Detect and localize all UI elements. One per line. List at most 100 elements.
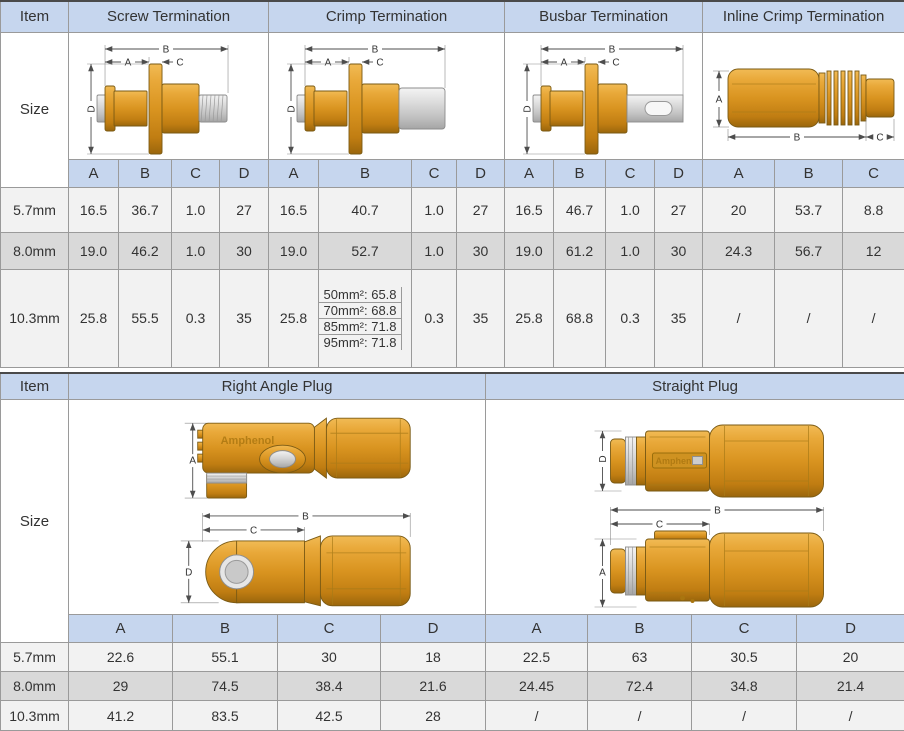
dim-col-header: C xyxy=(171,158,220,188)
group-header-busbar: Busbar Termination xyxy=(504,0,704,33)
dim-label-d: D xyxy=(523,105,534,112)
value-cell: 29 xyxy=(68,671,173,701)
multi-value-item: 95mm²: 71.8 xyxy=(323,334,397,350)
value-cell: 53.7 xyxy=(774,186,844,233)
dim-label-b: B xyxy=(609,45,616,56)
dim-col-header: C xyxy=(605,158,656,188)
value-cell: 46.7 xyxy=(553,186,607,233)
screw-termination-drawing: B A C D xyxy=(67,31,270,160)
termination-header-row: Item Screw Termination Crimp Termination… xyxy=(0,0,904,33)
straight-plug-drawing: D Amphenol B C xyxy=(485,399,904,615)
value-cell: 24.3 xyxy=(702,231,776,270)
value-cell: 0.3 xyxy=(605,268,656,368)
value-cell: 46.2 xyxy=(118,231,172,270)
table-row: 10.3mm 25.8 55.5 0.3 35 25.8 50mm²: 65.8 70mm²:… xyxy=(0,268,904,368)
dim-col-header: B xyxy=(774,158,844,188)
value-cell: 30 xyxy=(654,231,704,270)
plug-size-row: Size A Amphenol xyxy=(0,399,904,643)
dim-label-c: C xyxy=(376,58,383,69)
value-cell: 35 xyxy=(218,268,270,368)
value-cell: 28 xyxy=(379,700,487,731)
value-cell: 30 xyxy=(218,231,270,270)
group-header-right-angle: Right Angle Plug xyxy=(67,372,487,400)
dim-col-header: A xyxy=(268,158,320,188)
value-cell: 34.8 xyxy=(691,671,798,701)
size-label: Size xyxy=(0,31,69,188)
dim-label-d: D xyxy=(87,105,98,112)
value-cell: 21.6 xyxy=(379,671,487,701)
value-cell: 38.4 xyxy=(277,671,381,701)
dim-label-c: C xyxy=(612,58,619,69)
dim-col-header: B xyxy=(172,614,278,643)
value-cell: 30 xyxy=(277,642,381,672)
table-row: 8.0mm 29 74.5 38.4 21.6 24.45 72.4 34.8 21.4 xyxy=(0,671,904,701)
value-cell: 30 xyxy=(456,231,506,270)
dim-col-header: C xyxy=(691,614,798,643)
value-cell: 27 xyxy=(456,186,506,233)
dim-col-header: D xyxy=(796,614,904,643)
value-cell: 1.0 xyxy=(171,186,220,233)
value-cell: 36.7 xyxy=(118,186,172,233)
value-cell: 21.4 xyxy=(796,671,904,701)
value-cell: 12 xyxy=(842,231,904,270)
value-cell: 40.7 xyxy=(318,186,413,233)
group-header-straight: Straight Plug xyxy=(485,372,904,400)
value-cell: 27 xyxy=(218,186,270,233)
table-row: 5.7mm 16.5 36.7 1.0 27 16.5 40.7 1.0 27 16.5 46.7 1… xyxy=(0,186,904,233)
value-cell: / xyxy=(702,268,776,368)
crimp-termination-drawing: B A C D xyxy=(268,31,506,160)
dim-label-a: A xyxy=(561,58,568,69)
multi-value-item: 50mm²: 65.8 xyxy=(319,287,402,303)
value-cell: 52.7 xyxy=(318,231,413,270)
plug-table: Item Right Angle Plug Straight Plug Size… xyxy=(0,371,904,731)
size-label: Size xyxy=(0,399,69,643)
dim-col-header: A xyxy=(504,158,555,188)
value-cell: 0.3 xyxy=(171,268,220,368)
dim-col-header: A xyxy=(68,614,173,643)
dim-col-header: A xyxy=(68,158,119,188)
group-header-inline-crimp: Inline Crimp Termination xyxy=(702,0,904,33)
value-cell: 25.8 xyxy=(268,268,320,368)
dim-col-header: D xyxy=(379,614,487,643)
value-cell: 25.8 xyxy=(68,268,119,368)
value-cell: 1.0 xyxy=(411,231,458,270)
dim-label-a: A xyxy=(125,58,132,69)
dim-col-header: C xyxy=(411,158,458,188)
dim-col-header: A xyxy=(485,614,589,643)
right-angle-plug-drawing: A Amphenol B xyxy=(67,399,487,615)
value-cell: 68.8 xyxy=(553,268,607,368)
value-cell: 22.6 xyxy=(68,642,173,672)
dim-col-header: C xyxy=(277,614,381,643)
value-cell: 35 xyxy=(654,268,704,368)
dim-label-b: B xyxy=(794,133,801,144)
value-cell: 63 xyxy=(587,642,693,672)
value-cell: 72.4 xyxy=(587,671,693,701)
multi-value-cell: 50mm²: 65.8 70mm²: 68.8 85mm²: 71.8 95mm²: … xyxy=(318,268,413,368)
dim-col-header: B xyxy=(553,158,607,188)
table-row: 10.3mm 41.2 83.5 42.5 28// / / xyxy=(0,700,904,731)
dim-label-c: C xyxy=(656,519,663,530)
value-cell: 20 xyxy=(702,186,776,233)
value-cell: 19.0 xyxy=(268,231,320,270)
value-cell: 16.5 xyxy=(504,186,555,233)
multi-value-item: 70mm²: 68.8 xyxy=(319,303,402,319)
dim-col-header: B xyxy=(587,614,693,643)
value-cell: / xyxy=(485,700,589,731)
row-label: 8.0mm xyxy=(0,671,69,701)
amphenol-logo-text: Amphenol xyxy=(221,435,275,447)
dim-label-d: D xyxy=(598,455,609,462)
value-cell: 18 xyxy=(379,642,487,672)
dim-label-d: D xyxy=(287,105,298,112)
value-cell: 56.7 xyxy=(774,231,844,270)
plug-header-row: Item Right Angle Plug Straight Plug xyxy=(0,372,904,400)
dim-col-header: B xyxy=(118,158,172,188)
value-cell: 19.0 xyxy=(504,231,555,270)
dim-label-b: B xyxy=(302,511,309,522)
termination-table: Item Screw Termination Crimp Termination… xyxy=(0,0,904,368)
table-row: 8.0mm 19.0 46.2 1.0 30 19.0 52.7 1.0 30 19.0 61.2 1… xyxy=(0,231,904,270)
value-cell: 1.0 xyxy=(605,231,656,270)
value-cell: 41.2 xyxy=(68,700,173,731)
value-cell: 0.3 xyxy=(411,268,458,368)
value-cell: / xyxy=(587,700,693,731)
